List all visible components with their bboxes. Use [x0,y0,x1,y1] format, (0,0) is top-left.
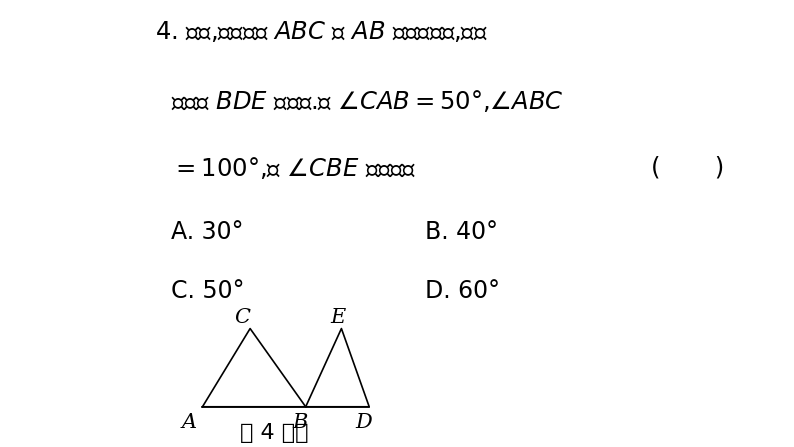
Text: 第 4 题图: 第 4 题图 [240,422,308,443]
Text: C: C [234,308,250,327]
Text: 4. 如图,将三角形 $ABC$ 沿 $AB$ 方向平移后,到达: 4. 如图,将三角形 $ABC$ 沿 $AB$ 方向平移后,到达 [155,19,488,44]
Text: E: E [330,308,345,327]
Text: A. 30°: A. 30° [171,220,243,245]
Text: B: B [292,413,308,432]
Text: $=100°$,则 $\angle CBE$ 的度数为: $=100°$,则 $\angle CBE$ 的度数为 [171,155,416,181]
Text: A: A [181,413,197,432]
Text: 三角形 $BDE$ 的位置.若 $\angle CAB=50°$,$\angle ABC$: 三角形 $BDE$ 的位置.若 $\angle CAB=50°$,$\angle… [171,88,564,114]
Text: C. 50°: C. 50° [171,278,245,303]
Text: B. 40°: B. 40° [425,220,498,245]
Text: D. 60°: D. 60° [425,278,499,303]
Text: D: D [355,413,372,432]
Text: (       ): ( ) [651,156,724,180]
